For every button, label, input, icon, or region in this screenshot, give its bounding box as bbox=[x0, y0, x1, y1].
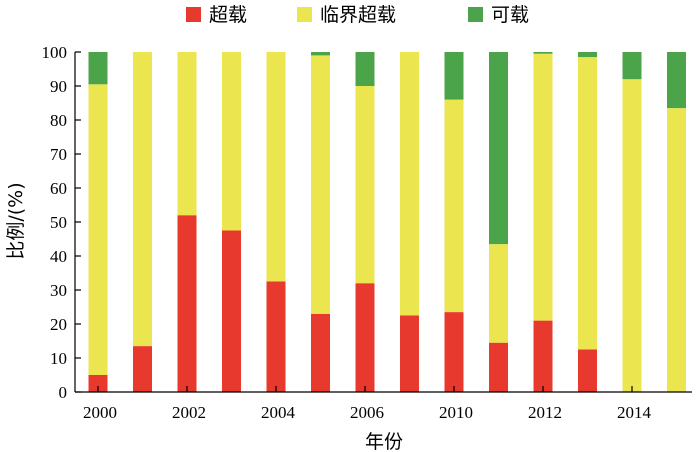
x-axis-title: 年份 bbox=[365, 431, 403, 452]
bar-2012-series-2 bbox=[533, 52, 553, 54]
bars-layer bbox=[88, 52, 686, 392]
bar-2010-series-1 bbox=[444, 99, 464, 313]
y-tick-label-10: 10 bbox=[50, 349, 67, 368]
bar-2011-series-0 bbox=[489, 342, 508, 392]
bar-2014-series-2 bbox=[622, 52, 642, 80]
legend-swatch-2 bbox=[468, 7, 483, 22]
bar-2003-series-0 bbox=[222, 230, 241, 392]
bar-2011-series-1 bbox=[489, 244, 508, 343]
bar-2014-series-1 bbox=[622, 79, 642, 392]
y-tick-label-70: 70 bbox=[50, 145, 67, 164]
bar-2010-series-0 bbox=[444, 312, 464, 392]
bar-2000-series-2 bbox=[88, 52, 108, 85]
bar-2004-series-1 bbox=[266, 52, 286, 282]
legend-label-0: 超载 bbox=[209, 4, 247, 26]
bar-2010-series-2 bbox=[444, 52, 464, 100]
bar-2013-series-2 bbox=[578, 52, 597, 58]
bar-2006-series-2 bbox=[355, 52, 375, 86]
y-axis-title: 比例/(%) bbox=[5, 182, 27, 259]
y-tick-label-20: 20 bbox=[50, 315, 67, 334]
bar-2012-series-0 bbox=[533, 320, 553, 392]
bar-2000-series-0 bbox=[88, 375, 108, 392]
y-tick-label-30: 30 bbox=[50, 281, 67, 300]
bar-2005-series-0 bbox=[311, 313, 330, 392]
y-tick-label-50: 50 bbox=[50, 213, 67, 232]
bar-2006-series-1 bbox=[355, 86, 375, 284]
x-tick-label-2010: 2010 bbox=[439, 403, 473, 422]
bar-2011-series-2 bbox=[489, 52, 508, 245]
bar-2012-series-1 bbox=[533, 53, 553, 321]
x-tick-label-2002: 2002 bbox=[172, 403, 206, 422]
axes-layer: 0 10 20 30 40 50 60 70 80 90 100 2000 2002 2004 2006 20… bbox=[42, 43, 692, 422]
bar-2007-series-0 bbox=[400, 315, 419, 392]
x-tick-label-2004: 2004 bbox=[261, 403, 296, 422]
legend-swatch-1 bbox=[297, 7, 312, 22]
legend-label-1: 临界超载 bbox=[320, 4, 396, 26]
bar-2001-series-0 bbox=[133, 346, 152, 392]
legend-swatch-0 bbox=[186, 7, 201, 22]
x-tick-label-2006: 2006 bbox=[350, 403, 384, 422]
x-tick-label-2012: 2012 bbox=[528, 403, 562, 422]
bar-2002-series-0 bbox=[177, 215, 197, 392]
x-tick-label-2000: 2000 bbox=[83, 403, 117, 422]
bar-2015-series-2 bbox=[667, 52, 686, 109]
y-tick-label-100: 100 bbox=[42, 43, 68, 62]
x-tick-label-2014: 2014 bbox=[617, 403, 652, 422]
legend-label-2: 可载 bbox=[491, 4, 529, 26]
bar-2000-series-1 bbox=[88, 84, 108, 376]
bar-2001-series-1 bbox=[133, 52, 152, 347]
bar-2004-series-0 bbox=[266, 281, 286, 392]
y-tick-label-60: 60 bbox=[50, 179, 67, 198]
y-tick-label-90: 90 bbox=[50, 77, 67, 96]
bar-2002-series-1 bbox=[177, 52, 197, 216]
bar-2015-series-1 bbox=[667, 108, 686, 392]
bar-2006-series-0 bbox=[355, 283, 375, 392]
bar-2013-series-1 bbox=[578, 57, 597, 350]
bar-2007-series-1 bbox=[400, 52, 419, 316]
bar-2005-series-1 bbox=[311, 55, 330, 314]
y-tick-label-80: 80 bbox=[50, 111, 67, 130]
bar-2003-series-1 bbox=[222, 52, 241, 231]
y-tick-label-40: 40 bbox=[50, 247, 67, 266]
legend: 超载 临界超载 可载 bbox=[186, 4, 529, 26]
y-tick-label-0: 0 bbox=[59, 383, 68, 402]
bar-2005-series-2 bbox=[311, 52, 330, 56]
bar-2013-series-0 bbox=[578, 349, 597, 392]
